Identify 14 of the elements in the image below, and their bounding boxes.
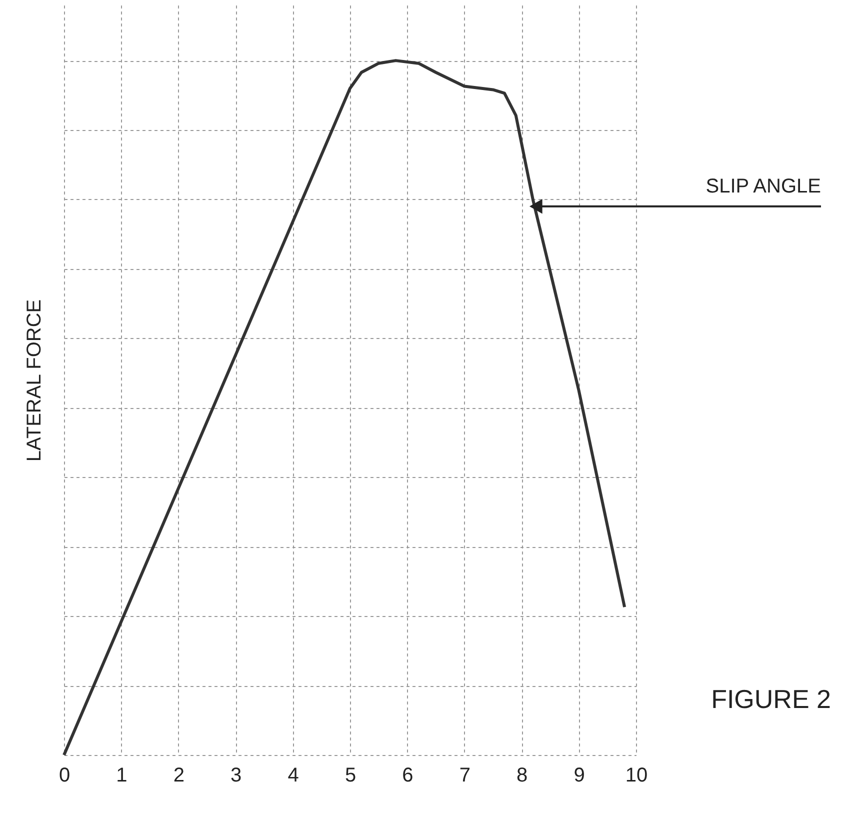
x-tick-label: 5 (344, 764, 356, 786)
annotation: SLIP ANGLE (706, 175, 821, 198)
x-tick-label: 8 (516, 764, 528, 786)
x-tick-label: 0 (58, 764, 70, 786)
x-tick-label: 7 (459, 764, 470, 786)
y-axis-title: LATERAL FORCE (24, 299, 46, 462)
x-tick-label: 1 (116, 764, 128, 786)
x-tick-label: 3 (230, 764, 242, 786)
x-tick-label: 2 (173, 764, 184, 786)
x-tick-label: 9 (574, 764, 585, 786)
caption: FIGURE 2 (711, 684, 831, 714)
x-tick-label: 10 (625, 764, 648, 786)
x-tick-label: 4 (288, 764, 299, 786)
x-tick-label: 6 (402, 764, 414, 786)
